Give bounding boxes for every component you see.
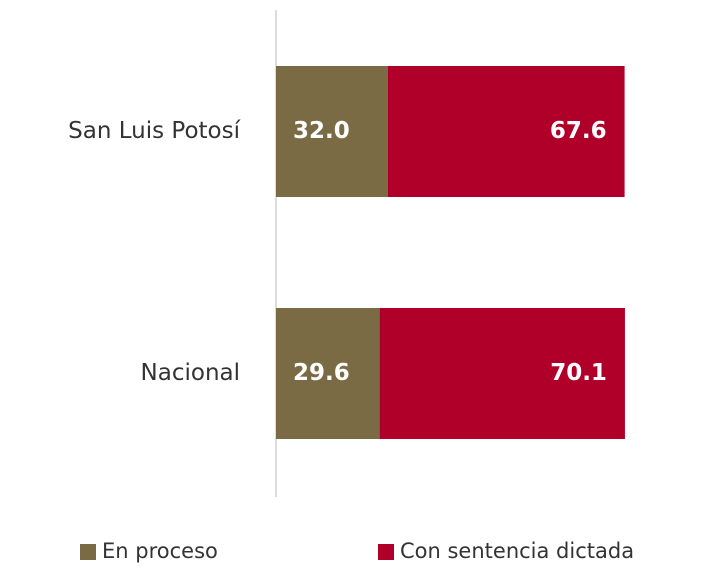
data-label: 67.6: [550, 118, 607, 144]
bar-segment: [388, 66, 625, 197]
data-label: 29.6: [293, 360, 350, 386]
category-label: San Luis Potosí: [68, 118, 240, 144]
legend-label: Con sentencia dictada: [400, 539, 634, 563]
legend-swatch: [378, 544, 394, 560]
bar-segment: [379, 308, 625, 439]
legend-swatch: [80, 544, 96, 560]
category-label: Nacional: [141, 360, 240, 386]
bar-segment: [276, 308, 380, 439]
legend-label: En proceso: [102, 539, 218, 563]
data-label: 32.0: [293, 118, 350, 144]
bar-segment: [276, 66, 388, 197]
data-label: 70.1: [550, 360, 607, 386]
